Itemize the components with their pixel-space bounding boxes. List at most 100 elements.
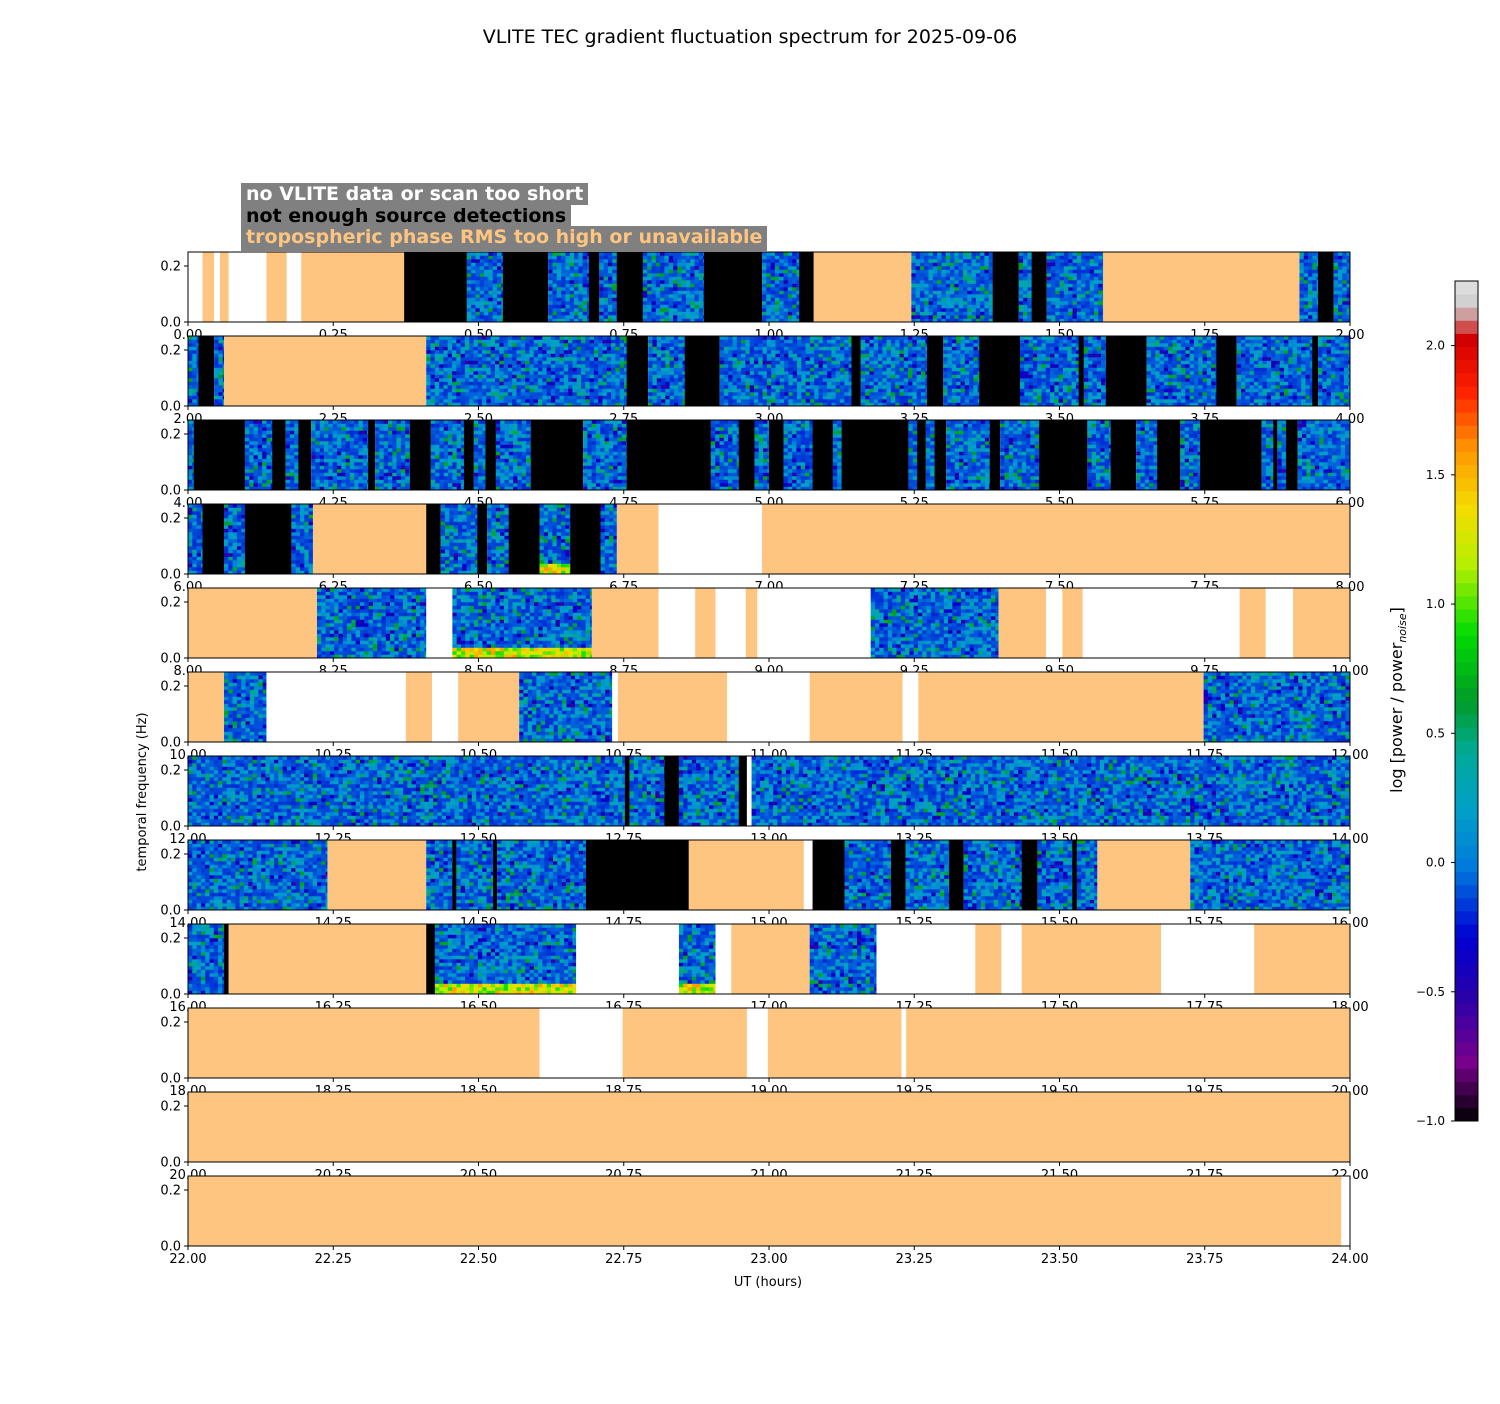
spectrum-cell <box>643 256 648 260</box>
spectrum-cell <box>937 284 942 288</box>
spectrum-cell <box>448 361 453 365</box>
spectrum-cell <box>656 291 661 295</box>
spectrum-cell <box>775 312 780 316</box>
spectrum-cell <box>583 270 588 274</box>
spectrum-cell <box>488 301 493 305</box>
spectrum-cell <box>771 256 776 260</box>
spectrum-cell <box>924 277 929 281</box>
spectrum-cell <box>1338 256 1343 260</box>
spectrum-cell <box>426 350 431 354</box>
spectrum-cell <box>456 354 461 358</box>
spectrum-cell <box>796 305 799 309</box>
spectrum-cell <box>561 280 566 284</box>
spectrum-cell <box>604 277 609 281</box>
spectrum-cell <box>699 284 704 288</box>
spectrum-cell <box>766 301 771 305</box>
spectrum-cell <box>929 301 934 305</box>
spectrum-cell <box>1073 291 1078 295</box>
spectrum-cell <box>652 273 657 277</box>
spectrum-cell <box>677 270 682 274</box>
spectrum-cell <box>656 315 661 319</box>
spectrum-cell <box>980 284 985 288</box>
spectrum-cell <box>548 298 553 302</box>
spectrum-cell <box>443 382 448 386</box>
spectrum-cell <box>779 308 784 312</box>
spectrum-cell <box>497 301 502 305</box>
spectrum-cell <box>762 305 767 309</box>
spectrum-cell <box>779 294 784 298</box>
spectrum-block-0-26 <box>1299 252 1318 322</box>
spectrum-cell <box>452 357 457 361</box>
spectrum-cell <box>690 273 695 277</box>
spectrum-cell <box>682 305 687 309</box>
spectrum-cell <box>486 385 491 389</box>
spectrum-cell <box>461 368 466 372</box>
spectrum-cell <box>452 340 457 344</box>
spectrum-cell <box>929 256 934 260</box>
spectrum-cell <box>664 301 669 305</box>
spectrum-cell <box>452 371 457 375</box>
spectrum-cell <box>984 270 989 274</box>
spectrum-cell <box>512 378 517 382</box>
spectrum-cell <box>482 364 487 368</box>
spectrum-cell <box>796 298 799 302</box>
spectrum-cell <box>946 277 951 281</box>
spectrum-cell <box>1342 266 1347 270</box>
spectrum-cell <box>984 305 989 309</box>
spectrum-cell <box>1304 259 1309 263</box>
spectrum-cell <box>599 305 604 309</box>
spectrum-cell <box>929 305 934 309</box>
spectrum-cell <box>911 280 916 284</box>
spectrum-cell <box>984 308 989 312</box>
spectrum-cell <box>1068 301 1073 305</box>
spectrum-cell <box>775 266 780 270</box>
spectrum-cell <box>784 301 789 305</box>
spectrum-cell <box>929 298 934 302</box>
spectrum-cell <box>792 291 797 295</box>
spectrum-cell <box>574 256 579 260</box>
spectrum-cell <box>673 259 678 263</box>
spectrum-cell <box>1023 252 1028 256</box>
spectrum-cell <box>972 270 977 274</box>
spectrum-cell <box>695 308 700 312</box>
spectrum-cell <box>1304 308 1309 312</box>
spectrum-cell <box>1308 308 1313 312</box>
spectrum-cell <box>486 347 491 351</box>
spectrum-cell <box>677 294 682 298</box>
spectrum-cell <box>1090 252 1095 256</box>
spectrum-cell <box>456 340 461 344</box>
spectrum-cell <box>218 347 223 351</box>
spectrum-cell <box>1023 256 1028 260</box>
spectrum-cell <box>660 270 665 274</box>
spectrum-cell <box>1060 259 1065 263</box>
spectrum-cell <box>557 270 562 274</box>
spectrum-cell <box>495 382 500 386</box>
spectrum-cell <box>465 347 470 351</box>
spectrum-cell <box>456 364 461 368</box>
spectrum-cell <box>954 287 959 291</box>
spectrum-cell <box>508 378 513 382</box>
spectrum-cell <box>920 294 925 298</box>
spectrum-cell <box>1027 305 1031 309</box>
spectrum-cell <box>448 385 453 389</box>
spectrum-cell <box>796 301 799 305</box>
spectrum-cell <box>1308 305 1313 309</box>
spectrum-cell <box>775 263 780 267</box>
spectrum-cell <box>426 371 431 375</box>
spectrum-cell <box>467 312 472 316</box>
spectrum-cell <box>984 315 989 319</box>
spectrum-cell <box>652 259 657 263</box>
spectrum-cell <box>1055 259 1060 263</box>
spectrum-cell <box>557 291 562 295</box>
spectrum-cell <box>775 308 780 312</box>
spectrum-cell <box>482 396 487 400</box>
spectrum-cell <box>587 266 589 270</box>
spectrum-cell <box>578 273 583 277</box>
spectrum-cell <box>933 256 938 260</box>
spectrum-cell <box>656 298 661 302</box>
spectrum-cell <box>989 280 993 284</box>
spectrum-cell <box>469 378 474 382</box>
spectrum-cell <box>959 270 964 274</box>
spectrum-cell <box>197 396 199 400</box>
spectrum-cell <box>1064 256 1069 260</box>
